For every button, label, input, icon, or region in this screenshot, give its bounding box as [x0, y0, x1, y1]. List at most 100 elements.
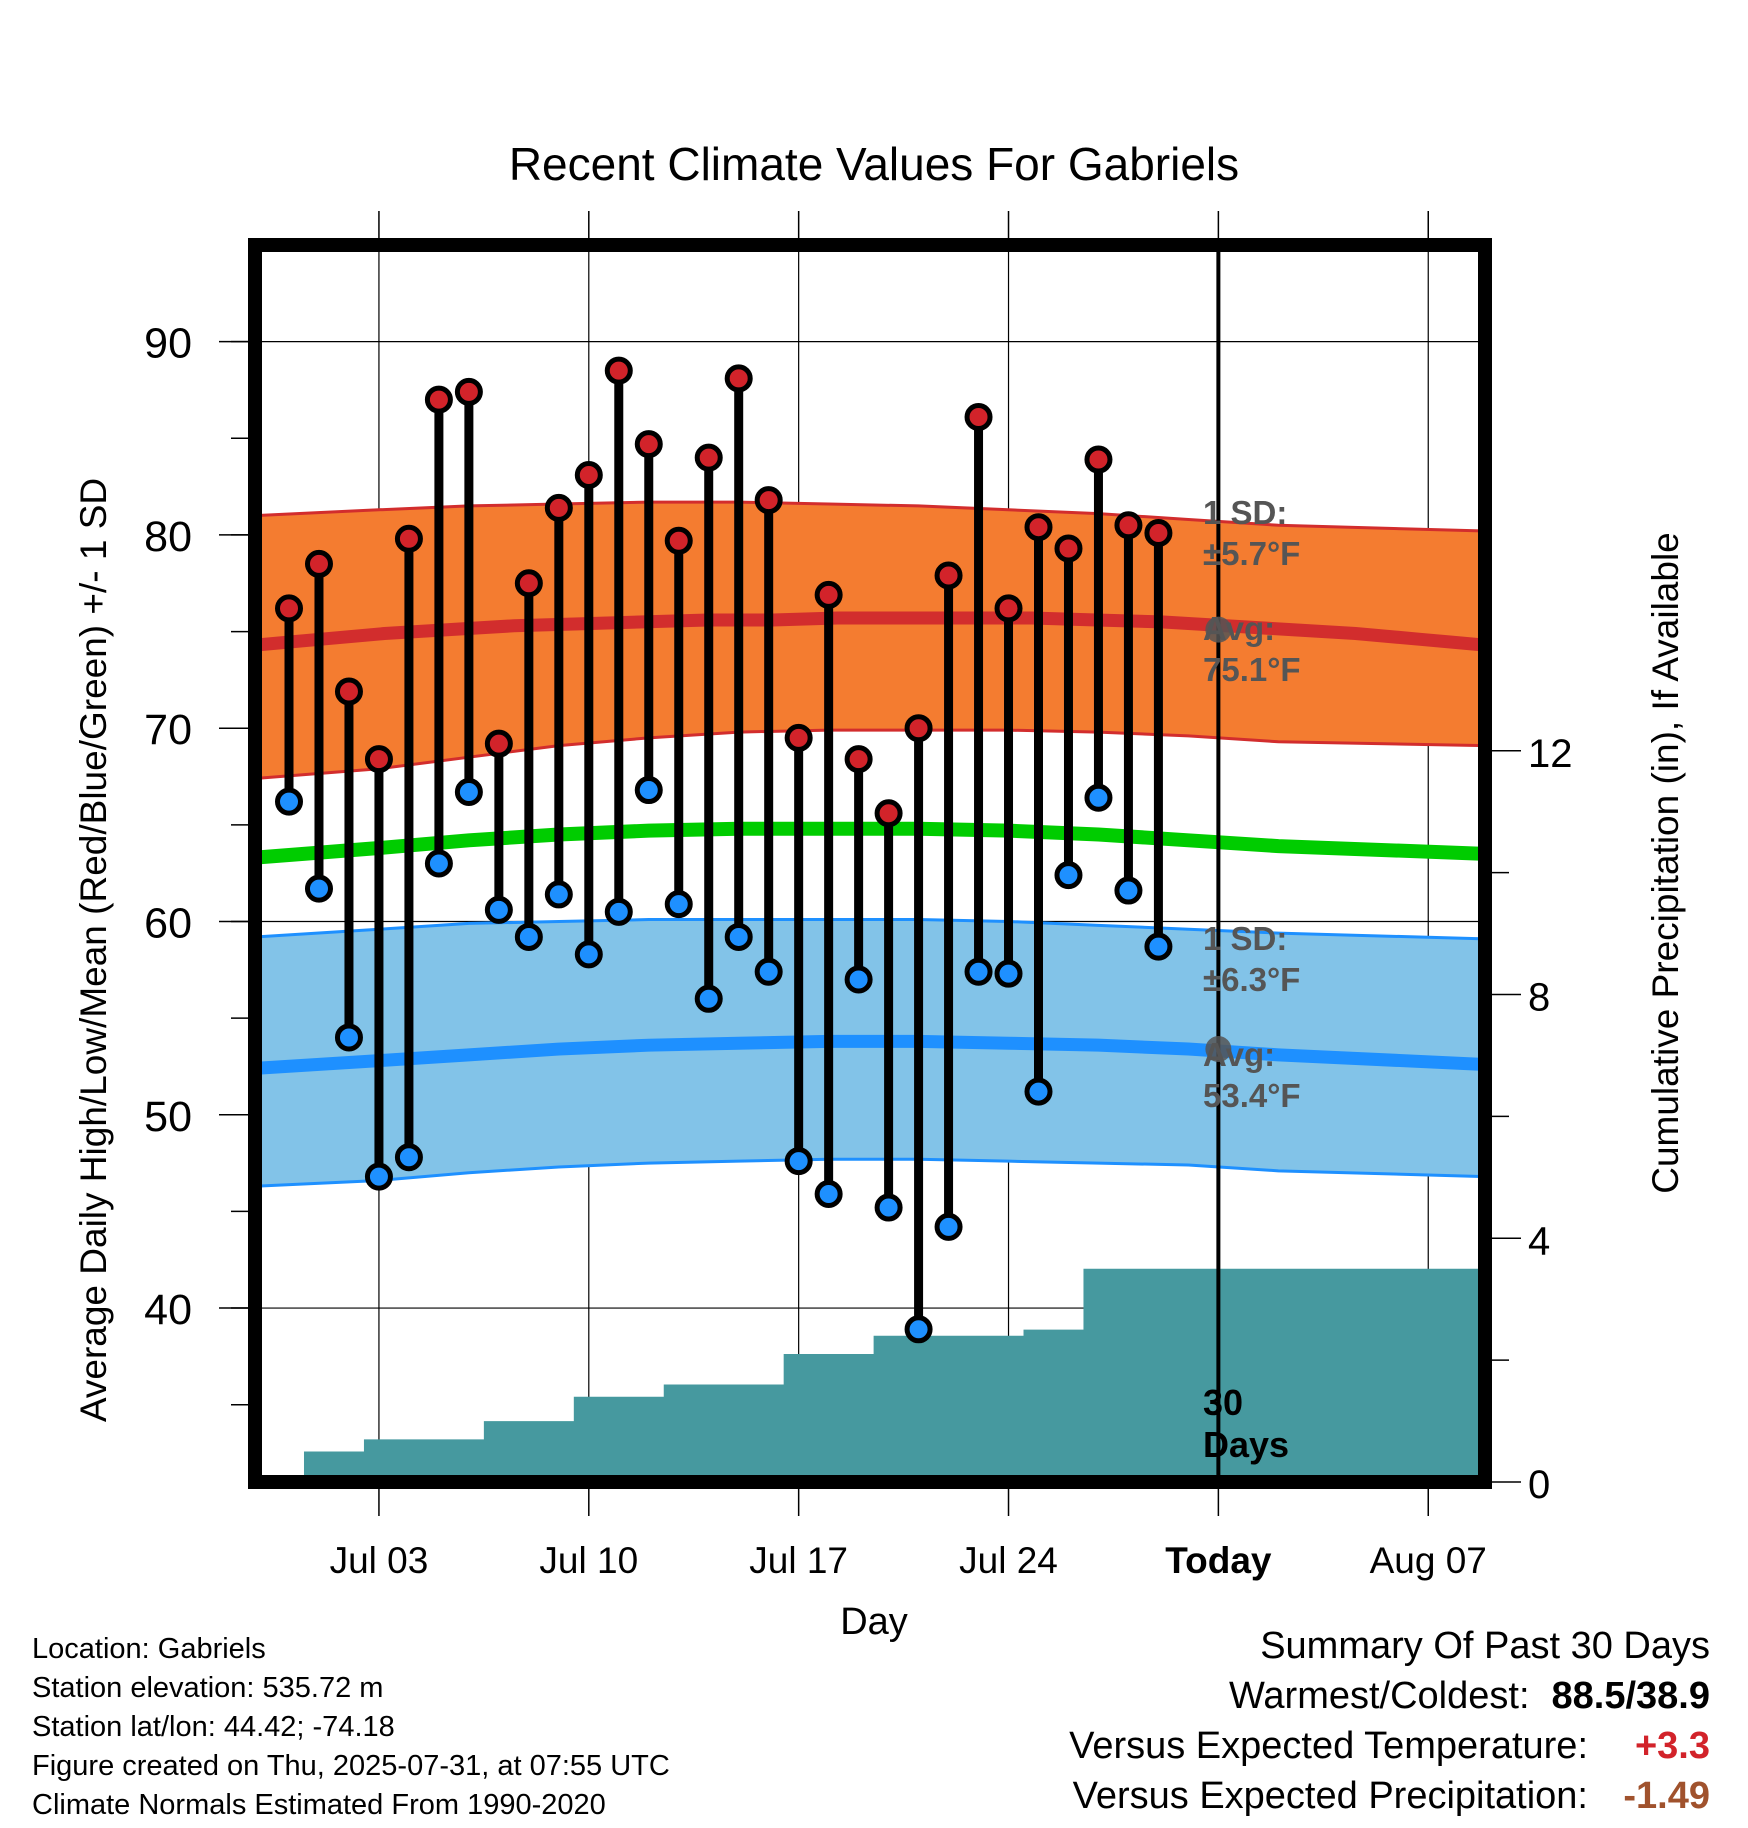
high-point	[1024, 513, 1053, 542]
low-point	[574, 940, 603, 969]
high-point	[994, 594, 1023, 623]
low-point	[874, 1193, 903, 1222]
high-point	[394, 524, 423, 553]
high-sd-value: ±5.7°F	[1203, 535, 1300, 572]
low-point	[634, 776, 663, 805]
y-tick-label: 80	[144, 513, 192, 561]
low-point	[364, 1162, 393, 1191]
temp-value: +3.3	[1634, 1725, 1710, 1767]
high-sd-label: 1 SD:	[1203, 494, 1287, 531]
high-point	[814, 580, 843, 609]
y2-tick-label: 0	[1528, 1463, 1550, 1507]
low-point	[784, 1147, 813, 1176]
high-point	[484, 729, 513, 758]
high-point	[574, 461, 603, 490]
normals-text: Climate Normals Estimated From 1990-2020	[32, 1789, 606, 1821]
low-point	[694, 984, 723, 1013]
plot-area: 1 SD: ±5.7°F Avg: 75.1°F 1 SD: ±6.3°F Avg: 53.4…	[144, 245, 1573, 1581]
low-sd-value: ±6.3°F	[1203, 961, 1300, 998]
elevation-text: Station elevation: 535.72 m	[32, 1672, 384, 1704]
y2-tick-label: 4	[1528, 1219, 1550, 1263]
high-point	[874, 799, 903, 828]
summary-heading: Summary Of Past 30 Days	[1260, 1625, 1710, 1667]
high-point	[1084, 445, 1113, 474]
low-point	[424, 849, 453, 878]
low-point	[964, 957, 993, 986]
low-point	[544, 880, 573, 909]
y-tick-label: 40	[144, 1286, 192, 1334]
high-point	[604, 356, 633, 385]
low-point	[334, 1023, 363, 1052]
created-text: Figure created on Thu, 2025-07-31, at 07…	[32, 1750, 670, 1782]
x-tick-label: Today	[1165, 1540, 1272, 1581]
high-point	[1054, 534, 1083, 563]
high-point	[844, 745, 873, 774]
summary-warm-cold: Warmest/Coldest: 88.5/38.9	[1069, 1671, 1710, 1721]
x-tick-label: Aug 07	[1370, 1540, 1487, 1581]
low-point	[1084, 783, 1113, 812]
low-point	[844, 965, 873, 994]
high-point	[964, 403, 993, 432]
station-info: Location: Gabriels Station elevation: 53…	[32, 1630, 670, 1825]
high-point	[275, 594, 303, 623]
high-point	[784, 723, 813, 752]
today-days-number: 30	[1203, 1382, 1243, 1423]
low-point	[1024, 1077, 1053, 1106]
summary-precip: Versus Expected Precipitation: -1.49	[1069, 1771, 1710, 1821]
low-sd-band	[255, 919, 1485, 1187]
high-point	[1114, 511, 1143, 540]
high-point	[544, 493, 573, 522]
low-point	[484, 895, 513, 924]
low-point	[604, 897, 633, 926]
high-point	[364, 745, 393, 774]
y-tick-label: 90	[144, 320, 192, 368]
high-point	[934, 561, 963, 590]
x-tick-label: Jul 24	[959, 1540, 1058, 1581]
low-point	[664, 890, 693, 919]
high-point	[664, 526, 693, 555]
y-tick-label: 70	[144, 706, 192, 754]
high-point	[1144, 518, 1173, 547]
y-tick-label: 50	[144, 1093, 192, 1141]
high-avg-line	[255, 611, 1485, 652]
y-axis-label: Average Daily High/Low/Mean (Red/Blue/Gr…	[73, 478, 114, 1422]
low-point	[275, 787, 303, 816]
plot-frame	[248, 238, 1492, 1489]
low-point	[1054, 861, 1083, 890]
summary-temp: Versus Expected Temperature: +3.3	[1069, 1721, 1710, 1771]
low-sd-label: 1 SD:	[1203, 920, 1287, 957]
today-days-label: Days	[1203, 1424, 1289, 1465]
high-point	[424, 385, 453, 414]
low-point	[394, 1143, 423, 1172]
x-tick-label: Jul 17	[749, 1540, 848, 1581]
warm-cold-value: 88.5/38.9	[1551, 1675, 1710, 1717]
summary-panel: Summary Of Past 30 Days Warmest/Coldest:…	[1069, 1621, 1710, 1821]
low-point	[514, 922, 543, 951]
low-point	[454, 777, 483, 806]
high-point	[694, 443, 723, 472]
plot-content	[255, 245, 1485, 1482]
high-point	[634, 430, 663, 459]
precip-value: -1.49	[1623, 1775, 1710, 1817]
low-point	[754, 957, 783, 986]
high-avg-value: 75.1°F	[1203, 651, 1301, 688]
high-point	[754, 486, 783, 515]
x-tick-label: Jul 10	[539, 1540, 638, 1581]
low-point	[304, 874, 333, 903]
y2-tick-label: 8	[1528, 976, 1550, 1020]
low-point	[814, 1180, 843, 1209]
x-tick-label: Jul 03	[330, 1540, 429, 1581]
low-point	[1114, 876, 1143, 905]
low-avg-value: 53.4°F	[1203, 1077, 1301, 1114]
high-point	[334, 677, 363, 706]
low-point	[994, 959, 1023, 988]
location-text: Location: Gabriels	[32, 1633, 266, 1665]
high-point	[514, 569, 543, 598]
axes	[219, 211, 1521, 1516]
precip-area	[255, 1268, 1485, 1482]
high-avg-label: Avg:	[1203, 610, 1275, 647]
low-point	[1144, 932, 1173, 961]
today-low-avg-marker	[1205, 1036, 1232, 1063]
precip-label: Versus Expected Precipitation:	[1072, 1775, 1588, 1817]
latlon-text: Station lat/lon: 44.42; -74.18	[32, 1711, 395, 1743]
